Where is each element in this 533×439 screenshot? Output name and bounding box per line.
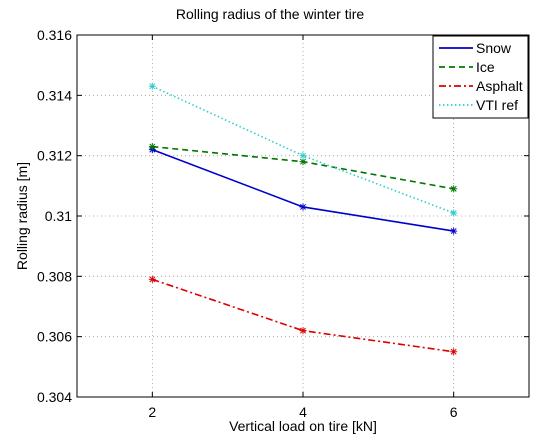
legend-label-ice: Ice <box>476 59 495 75</box>
legend-label-asphalt: Asphalt <box>476 78 523 94</box>
chart-title: Rolling radius of the winter tire <box>176 6 365 22</box>
y-tick-label: 0.306 <box>37 329 72 345</box>
legend: Snow Ice Asphalt VTI ref <box>432 35 529 119</box>
data-point-vti-ref <box>450 209 458 217</box>
y-axis-ticks: 0.304 0.306 0.308 0.31 0.312 0.314 0.316 <box>37 27 529 405</box>
y-tick-label: 0.316 <box>37 27 72 43</box>
data-point-ice <box>148 143 156 151</box>
legend-label-snow: Snow <box>476 40 512 56</box>
series-line-asphalt <box>152 278 454 353</box>
series-line-vti-ref <box>151 85 454 214</box>
data-point-vti-ref <box>148 82 156 90</box>
legend-box <box>432 35 529 119</box>
data-point-asphalt <box>299 327 307 335</box>
y-tick-label: 0.312 <box>37 148 72 164</box>
y-axis-label: Rolling radius [m] <box>14 162 30 270</box>
y-tick-label: 0.314 <box>37 87 72 103</box>
data-point-ice <box>299 158 307 166</box>
y-tick-label: 0.31 <box>45 208 72 224</box>
data-point-asphalt <box>450 348 458 356</box>
data-point-asphalt <box>148 275 156 283</box>
data-point-vti-ref <box>299 152 307 160</box>
x-tick-label: 4 <box>299 404 307 420</box>
y-tick-label: 0.308 <box>37 268 72 284</box>
data-point-snow <box>450 227 458 235</box>
data-point-snow <box>299 203 307 211</box>
data-point-ice <box>450 185 458 193</box>
x-tick-label: 2 <box>148 404 156 420</box>
series-layer <box>148 82 458 356</box>
x-axis-label: Vertical load on tire [kN] <box>229 418 377 434</box>
x-axis-ticks: 2 4 6 <box>148 35 458 420</box>
x-tick-label: 6 <box>450 404 458 420</box>
y-tick-label: 0.304 <box>37 389 72 405</box>
legend-label-vti-ref: VTI ref <box>476 97 518 113</box>
